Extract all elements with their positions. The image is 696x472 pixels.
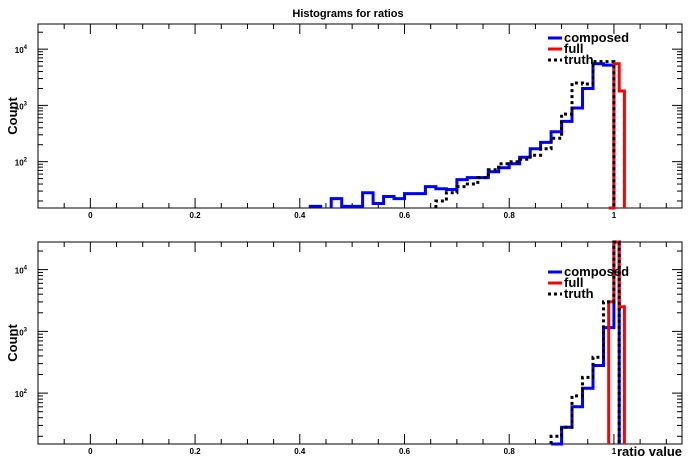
y-tick-label: 102 [15, 389, 28, 399]
x-tick-label: 0 [88, 447, 93, 456]
plot-frame [37, 241, 683, 445]
y-tick-label: 103 [15, 327, 28, 337]
y-axis-label: Count [5, 97, 20, 135]
legend-label-truth: truth [564, 52, 594, 67]
bottom-panel: 0 0.2 0.4 0.6 0.8 1 102 103 104 Count composedfull… [5, 240, 683, 456]
chart-title: Histograms for ratios [292, 8, 403, 20]
series-truth-histogram [434, 60, 616, 208]
series-truth-histogram [549, 240, 621, 444]
y-tick-label: 102 [15, 158, 28, 168]
x-tick-label: 0.8 [504, 211, 516, 220]
x-tick-label: 0.2 [190, 211, 202, 220]
plot-frame [37, 23, 683, 209]
legend-label-truth: truth [564, 286, 594, 301]
x-tick-label: 0.4 [294, 447, 306, 456]
legend-label-composed: composed [564, 30, 629, 45]
x-tick-label: 1 [612, 447, 617, 456]
x-tick-label: 0.2 [190, 447, 202, 456]
top-panel: 0 0.2 0.4 0.6 0.8 1 102 103 104 Count composedfull… [5, 23, 683, 220]
x-tick-label: 0.8 [504, 447, 516, 456]
x-tick-label: 0.6 [399, 447, 411, 456]
y-tick-label: 104 [15, 45, 28, 55]
legend-label-composed: composed [564, 264, 629, 279]
series-full-histogram [608, 62, 626, 210]
x-tick-label: 0.6 [399, 211, 411, 220]
legend-label-full: full [564, 275, 584, 290]
y-axis-label: Count [5, 324, 20, 362]
legend-label-full: full [564, 41, 584, 56]
x-axis-label: ratio value [617, 444, 682, 459]
x-tick-label: 0 [88, 211, 93, 220]
x-tick-label: 1 [612, 211, 617, 220]
y-tick-label: 103 [15, 101, 28, 111]
x-tick-label: 0.4 [294, 211, 306, 220]
series-composed-histogram [308, 62, 616, 208]
y-tick-label: 104 [15, 266, 28, 276]
